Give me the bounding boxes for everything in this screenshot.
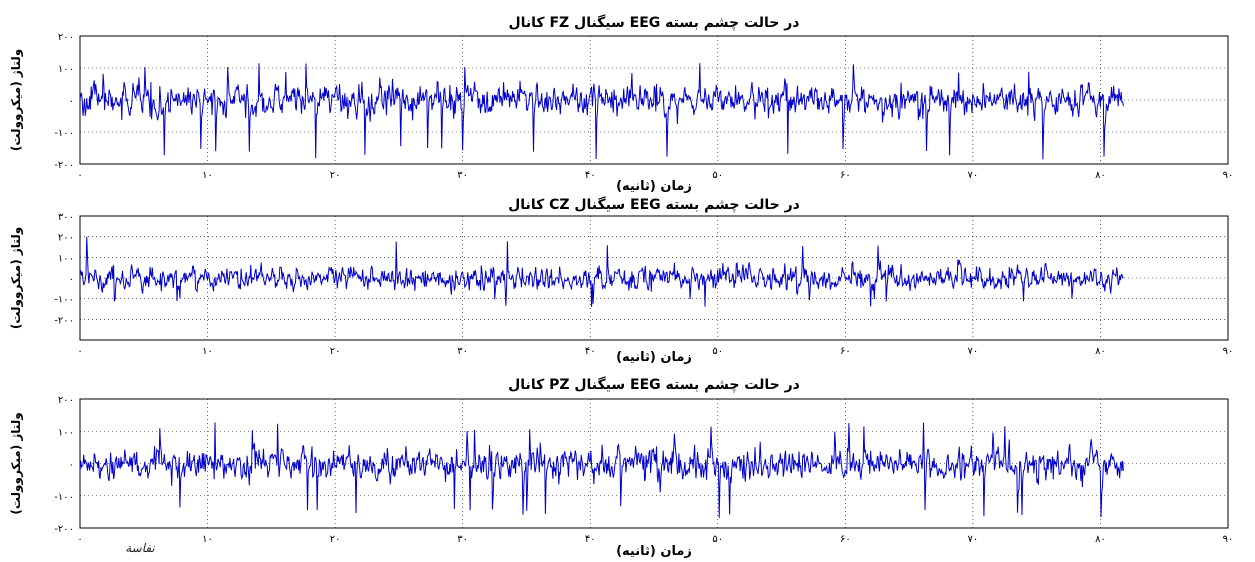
eeg-panel-cz: ۰ ۱۰ ۲۰ ۳۰ ۴۰ ۵۰ ۶۰ ۷۰ ۸۰ ۹۰ ۳۰۰ ۲۰۰ ۱۰۰ ۰ -۱۰۰ -۲۰۰ کان… [9,196,1233,365]
y-tick-label: -۱۰۰ [54,492,74,503]
y-axis-label: ولتاژ (میکروولت) [9,412,24,514]
y-tick-label: -۱۰۰ [54,128,74,139]
y-tick-label: ۲۰۰ [58,233,74,244]
y-tick-label: ۰ [69,274,74,285]
x-tick-label: ۰ [77,534,82,545]
eeg-signal-trace [79,63,1124,160]
y-tick-label: ۰ [69,96,74,107]
x-tick-label: ۲۰ [330,170,341,181]
y-tick-label: -۲۰۰ [54,160,74,171]
x-tick-label: ۹۰ [1223,346,1234,357]
x-tick-label: ۸۰ [1095,534,1106,545]
x-axis-label: زمان (ثانیه) [616,544,692,559]
x-tick-label: ۱۰ [202,170,213,181]
x-tick-label: ۱۰ [202,346,213,357]
y-tick-label: ۰ [69,460,74,471]
y-axis-label: ولتاژ (میکروولت) [9,227,24,329]
eeg-panel-fz: ۰ ۱۰ ۲۰ ۳۰ ۴۰ ۵۰ ۶۰ ۷۰ ۸۰ ۹۰ ۲۰۰ ۱۰۰ ۰ -۱۰۰ -۲۰۰ کانال … [9,14,1233,194]
x-tick-label: ۵۰ [712,346,723,357]
x-tick-label: ۰ [77,346,82,357]
y-tick-label: ۲۰۰ [58,395,74,406]
x-tick-label: ۹۰ [1223,534,1234,545]
x-tick-label: ۷۰ [968,534,979,545]
x-tick-label: ۷۰ [968,346,979,357]
x-tick-label: ۲۰ [330,534,341,545]
x-tick-label: ۳۰ [457,170,468,181]
figure-watermark: نفاسة [125,541,155,555]
chart-title: کانال FZ سیگنال EEG در حالت چشم بسته [509,14,800,31]
x-tick-label: ۰ [77,170,82,181]
x-tick-label: ۵۰ [712,170,723,181]
x-tick-label: ۵۰ [712,534,723,545]
x-tick-label: ۹۰ [1223,170,1234,181]
eeg-signal-trace [79,422,1124,519]
eeg-panel-pz: ۰ ۱۰ ۲۰ ۳۰ ۴۰ ۵۰ ۶۰ ۷۰ ۸۰ ۹۰ ۲۰۰ ۱۰۰ ۰ -۱۰۰ -۲۰۰ کانال … [9,376,1233,559]
y-tick-label: -۲۰۰ [54,315,74,326]
y-tick-label: -۱۰۰ [54,295,74,306]
x-tick-label: ۳۰ [457,534,468,545]
x-tick-label: ۳۰ [457,346,468,357]
y-tick-label: ۱۰۰ [58,253,74,264]
y-axis-label: ولتاژ (میکروولت) [9,49,24,151]
x-tick-label: ۶۰ [840,534,851,545]
x-tick-label: ۴۰ [585,170,596,181]
eeg-signal-trace [79,236,1124,307]
x-tick-label: ۴۰ [585,346,596,357]
x-axis-label: زمان (ثانیه) [616,179,692,194]
y-tick-label: -۲۰۰ [54,524,74,535]
x-tick-label: ۱۰ [202,534,213,545]
y-tick-label: ۲۰۰ [58,32,74,43]
y-tick-label: ۳۰۰ [58,212,74,223]
x-tick-label: ۸۰ [1095,346,1106,357]
chart-title: کانال PZ سیگنال EEG در حالت چشم بسته [508,376,800,393]
x-axis-label: زمان (ثانیه) [616,350,692,365]
x-tick-label: ۶۰ [840,346,851,357]
y-tick-label: ۱۰۰ [58,64,74,75]
chart-title: کانال CZ سیگنال EEG در حالت چشم بسته [508,196,800,213]
x-tick-label: ۲۰ [330,346,341,357]
y-tick-label: ۱۰۰ [58,427,74,438]
x-tick-label: ۴۰ [585,534,596,545]
x-tick-label: ۸۰ [1095,170,1106,181]
x-tick-label: ۶۰ [840,170,851,181]
x-tick-label: ۷۰ [968,170,979,181]
